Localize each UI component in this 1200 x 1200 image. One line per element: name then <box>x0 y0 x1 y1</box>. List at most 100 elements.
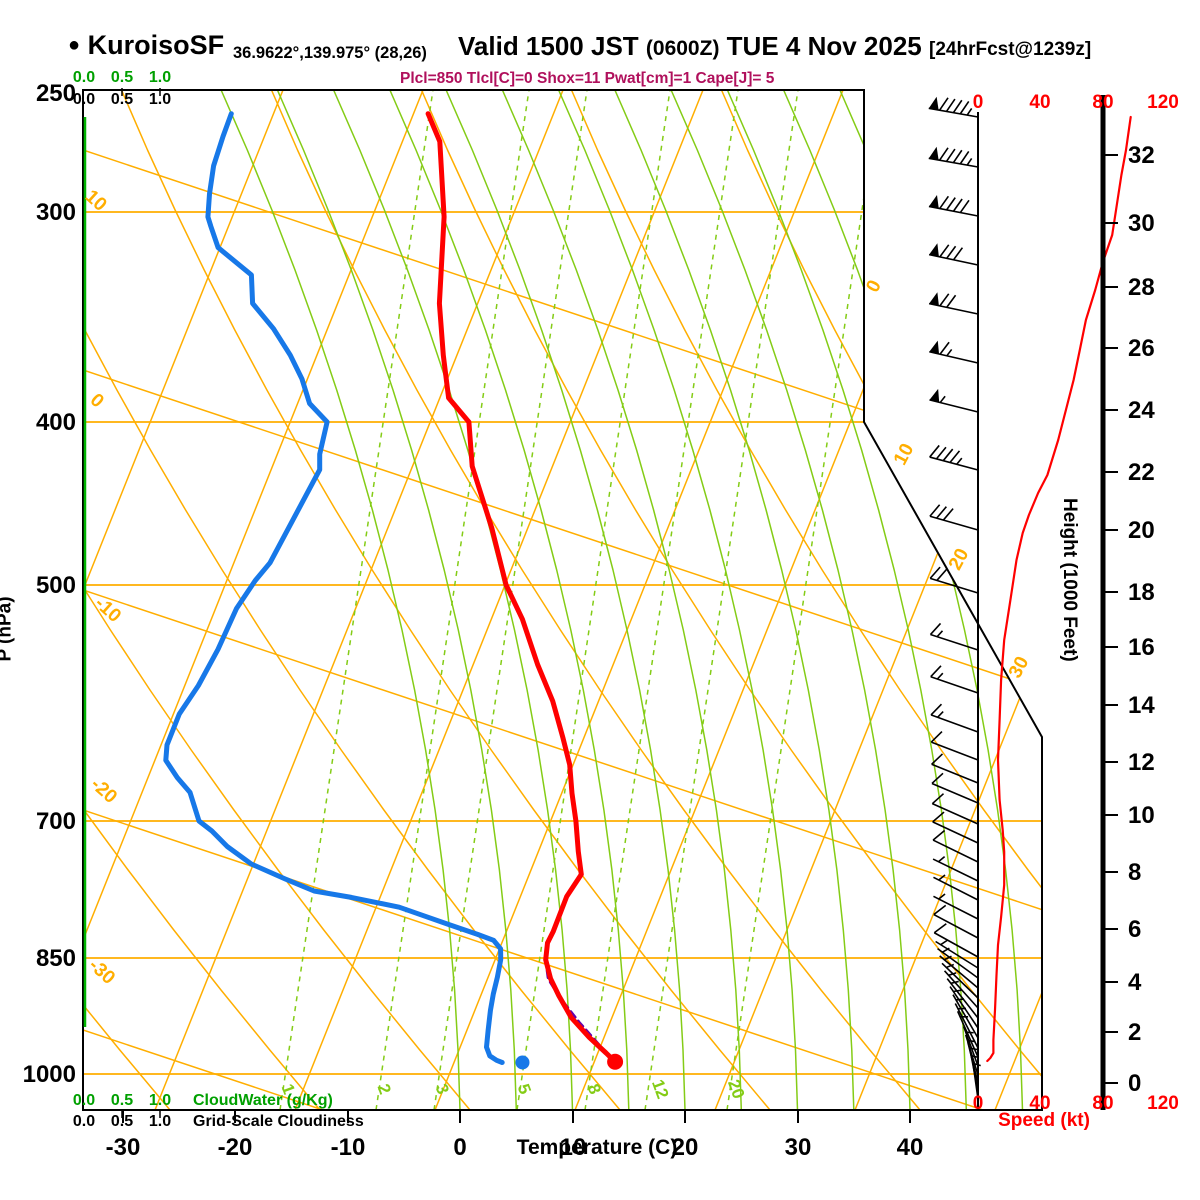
wind-barb <box>964 1034 979 1076</box>
temp-tick-label: 20 <box>672 1134 699 1161</box>
cloudwater-scale-bottom: 0.5 <box>111 1092 133 1109</box>
pressure-tick-label: 1000 <box>23 1061 76 1088</box>
wind-barb <box>929 340 979 364</box>
speed-tick-top: 40 <box>1029 92 1050 113</box>
temp-tick-label: -20 <box>218 1134 253 1161</box>
wind-barb <box>935 939 979 969</box>
pressure-tick-label: 400 <box>36 409 76 436</box>
surface-temp-dot <box>607 1053 624 1070</box>
wind-barb <box>932 811 979 844</box>
station-name: KuroisoSF <box>87 30 225 60</box>
height-tick-label: 24 <box>1128 397 1155 424</box>
speed-axis-title: Speed (kt) <box>998 1110 1090 1131</box>
temperature-curve <box>425 111 618 1065</box>
dry-adiabat-label: -30 <box>84 955 118 989</box>
cloudiness-scale-top: 1.0 <box>149 91 171 108</box>
temp-tick-label: 30 <box>785 1134 812 1161</box>
cloudiness-scale-top: 0.0 <box>73 91 95 108</box>
pressure-tick-label: 500 <box>36 572 76 599</box>
wind-barb <box>930 703 979 733</box>
cloudwater-scale-bottom: 1.0 <box>149 1092 171 1109</box>
pressure-tick-label: 300 <box>36 199 76 226</box>
speed-tick-top: 80 <box>1092 92 1113 113</box>
wind-barb <box>941 962 979 999</box>
cloudwater-scale-top: 1.0 <box>149 69 171 86</box>
valid-date: TUE 4 Nov 2025 <box>726 31 922 61</box>
wind-barb <box>932 829 979 863</box>
wind-barb <box>928 292 979 315</box>
wind-barb <box>929 504 979 531</box>
height-tick-label: 4 <box>1128 969 1142 996</box>
station-title: ● KuroisoSF <box>68 30 224 61</box>
mixing-ratio-label: 12 <box>648 1077 672 1101</box>
wind-barb <box>928 195 979 217</box>
valid-zulu: (0600Z) <box>645 37 720 60</box>
dry-adiabat-label: 0 <box>86 390 108 413</box>
skewt-grid <box>83 90 1042 1110</box>
pressure-tick-label: 250 <box>36 80 76 107</box>
pressure-tick-labels: 250 300 400 500 700 850 1000 <box>23 80 76 1088</box>
mixing-ratio-lines <box>279 90 881 1110</box>
height-tick-label: 32 <box>1128 142 1155 169</box>
wind-barb <box>962 1026 979 1067</box>
cloudiness-scale-top: 0.5 <box>111 91 133 108</box>
valid-text: Valid 1500 JST <box>458 31 639 61</box>
wind-barb <box>946 978 979 1019</box>
speed-tick-bottom: 120 <box>1147 1093 1179 1114</box>
cloud-scale-rows: 0.0 0.0 0.5 0.5 1.0 1.0 0.0 0.0 0.5 0.5 1.0 1.0 <box>73 69 171 1130</box>
wind-barb <box>933 923 979 958</box>
isotherm-label: 20 <box>945 545 973 574</box>
height-tick-label: 2 <box>1128 1019 1141 1046</box>
height-tick-label: 10 <box>1128 802 1155 829</box>
pressure-axis-title: P (hPa) <box>0 596 16 661</box>
temp-tick-label: 10 <box>560 1134 587 1161</box>
temp-tick-label: -10 <box>331 1134 366 1161</box>
wind-barb <box>928 243 979 266</box>
isotherm-label: 10 <box>890 440 918 469</box>
shallow-orange-lines <box>83 149 1042 1110</box>
wind-barb <box>971 1057 981 1100</box>
wind-barb <box>930 665 979 694</box>
wind-barb <box>954 1003 979 1049</box>
station-coords: 36.9622°,139.975° (28,26) <box>233 44 427 62</box>
wind-barb <box>931 753 979 784</box>
height-tick-label: 22 <box>1128 459 1155 486</box>
cloudwater-scale-top: 0.5 <box>111 69 133 86</box>
wind-barb <box>931 772 979 804</box>
mixing-ratio-label: 5 <box>514 1081 535 1096</box>
wind-barb <box>929 622 979 651</box>
cloudiness-scale-bottom: 0.0 <box>73 1113 95 1130</box>
wind-barb <box>949 986 979 1029</box>
wind-barb <box>933 874 979 901</box>
station-bullet-icon: ● <box>68 34 81 56</box>
wind-barb <box>939 955 979 989</box>
height-tick-label: 30 <box>1128 210 1155 237</box>
mixing-ratio-label: 2 <box>374 1081 395 1096</box>
cloudiness-scale-bottom: 0.5 <box>111 1113 133 1130</box>
isobar-lines <box>83 211 1042 1075</box>
height-tick-label: 28 <box>1128 274 1155 301</box>
height-tick-label: 8 <box>1128 859 1141 886</box>
temp-tick-label: -30 <box>106 1134 141 1161</box>
wind-barb-column <box>928 96 981 1110</box>
isotherm-label: 0 <box>862 277 886 296</box>
temp-tick-label: 40 <box>897 1134 924 1161</box>
wind-barb <box>931 793 979 825</box>
wind-barb <box>933 893 979 920</box>
wind-barb <box>929 388 979 413</box>
mixing-ratio-label: 8 <box>584 1081 605 1096</box>
cloudwater-scale-top: 0.0 <box>73 69 95 86</box>
speed-tick-bottom: 40 <box>1029 1093 1050 1114</box>
dry-adiabat-label: -20 <box>86 774 120 808</box>
valid-time: Valid 1500 JST (0600Z) TUE 4 Nov 2025 [2… <box>458 31 1091 62</box>
forecast-tag: [24hrFcst@1239z] <box>929 39 1092 60</box>
isotherm-lines <box>83 90 1042 1110</box>
plot-border <box>82 89 1043 1111</box>
wind-speed-profile <box>986 115 1132 1063</box>
height-axis-title: Height (1000 Feet) <box>1059 498 1080 662</box>
dewpoint-curve <box>163 111 505 1065</box>
